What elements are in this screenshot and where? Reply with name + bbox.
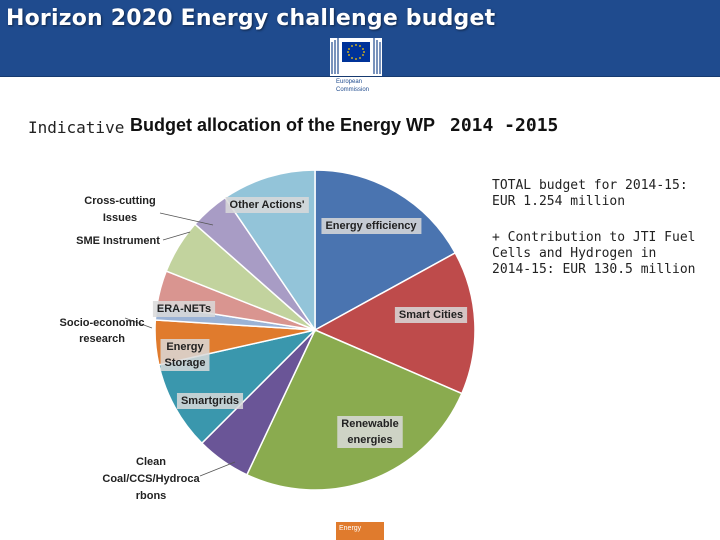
footer-energy-tag: Energy: [336, 522, 384, 540]
chart-title: Budget allocation of the Energy WP: [130, 115, 436, 135]
label-smartgrids: Smartgrids: [181, 395, 239, 407]
label-clean-coal-2: Coal/CCS/Hydroca: [102, 473, 200, 485]
label-renewable-1-box: [337, 416, 403, 448]
total-budget-line1: TOTAL budget for 2014-15:: [492, 178, 688, 193]
label-energy-storage-1: Energy: [166, 341, 204, 353]
label-clean-coal-1: Clean: [136, 456, 166, 468]
label-other-actions: Other Actions': [230, 199, 305, 211]
total-budget-line2: EUR 1.254 million: [492, 194, 626, 209]
chart-title-years: 2014 -2015: [450, 115, 559, 136]
subtitle-prefix: Indicative: [28, 118, 125, 137]
cross-cutting-callout-line: [159, 212, 214, 226]
label-clean-coal-3: rbons: [136, 490, 167, 502]
label-energy-storage-1-box: [160, 339, 210, 371]
label-cross-cutting-2: Issues: [103, 212, 137, 224]
label-socio-economic-1: Socio-economic: [60, 317, 145, 329]
pie-slice-smart-cities: [313, 251, 476, 395]
total-budget-text: TOTAL budget for 2014-15: EUR 1.254 mill…: [492, 178, 702, 210]
logo-caption-line1: European: [336, 79, 363, 85]
label-renewable-1: Renewable: [341, 418, 398, 430]
label-smart-cities-box: [394, 307, 468, 323]
label-era-nets: ERA-NETs: [157, 303, 211, 315]
sme-callout-line: [162, 231, 191, 241]
socio-callout-line: [124, 317, 153, 329]
label-sme-instrument: SME Instrument: [76, 235, 160, 247]
jti-contribution-text: + Contribution to JTI Fuel Cells and Hyd…: [492, 230, 696, 277]
label-smart-cities: Smart Cities: [399, 309, 463, 321]
pie-slice-energy-efficiency: [314, 169, 457, 332]
clean-coal-callout-line: [199, 461, 236, 477]
label-socio-economic-2: research: [79, 333, 125, 345]
label-era-nets-box: [152, 301, 216, 317]
label-other-actions-box: [225, 197, 309, 213]
label-cross-cutting-1: Cross-cutting: [84, 195, 156, 207]
label-energy-efficiency-box: [321, 218, 422, 234]
logo-caption-line2: Commission: [336, 87, 370, 93]
pie-slice-renewable-energies: [245, 329, 463, 491]
label-energy-efficiency: Energy efficiency: [325, 220, 417, 232]
eu-flag-logo: [330, 38, 382, 76]
label-renewable-2: energies: [347, 434, 392, 446]
label-energy-storage-2: Storage: [165, 357, 206, 369]
logo-caption: European Commission: [336, 78, 396, 94]
label-smartgrids-box: [176, 393, 244, 409]
page-title: Horizon 2020 Energy challenge budget: [6, 6, 496, 31]
